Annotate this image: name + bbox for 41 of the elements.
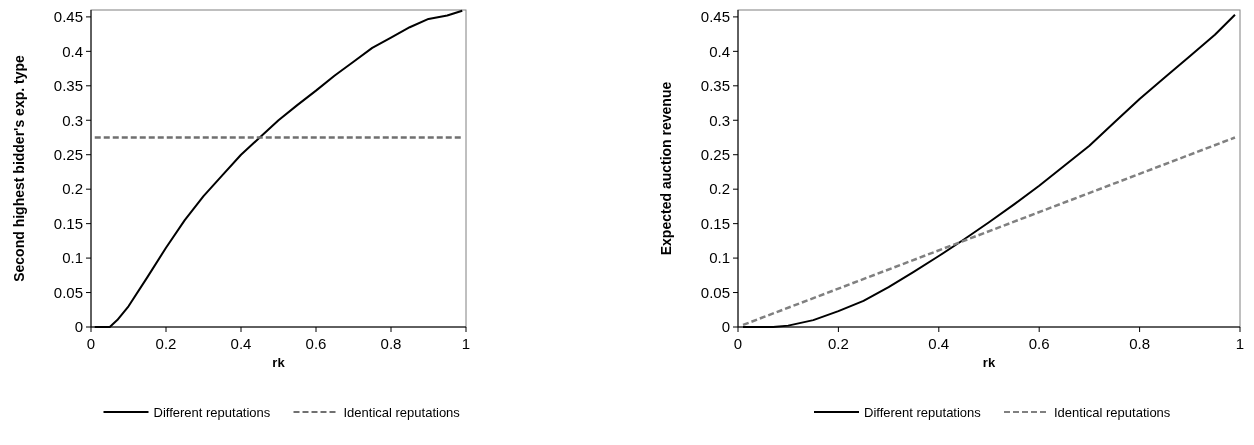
y-tick-label: 0.2 bbox=[709, 180, 730, 198]
x-tick-label: 0.8 bbox=[1129, 335, 1151, 352]
x-tick-label: 1 bbox=[1235, 335, 1245, 352]
y-tick-label: 0.4 bbox=[62, 42, 83, 60]
y-tick-label: 0.25 bbox=[53, 145, 83, 163]
y-tick-label: 0.2 bbox=[62, 180, 83, 198]
legend-label: Different reputations bbox=[864, 404, 982, 420]
y-tick-label: 0.25 bbox=[700, 145, 730, 163]
x-tick-label: 0.8 bbox=[380, 335, 402, 352]
y-tick-label: 0.05 bbox=[700, 283, 730, 301]
legend-label: Different reputations bbox=[153, 404, 271, 420]
y-axis-title: Second highest bidder's exp. type bbox=[11, 54, 27, 282]
y-tick-label: 0 bbox=[721, 318, 730, 336]
x-tick-label: 0 bbox=[86, 335, 96, 352]
y-tick-label: 0.1 bbox=[62, 249, 83, 267]
x-tick-label: 0.4 bbox=[928, 335, 950, 352]
y-tick-label: 0.45 bbox=[53, 8, 83, 26]
x-tick-label: 1 bbox=[461, 335, 471, 352]
x-axis-title: rk bbox=[982, 355, 996, 370]
x-tick-label: 0.6 bbox=[1028, 335, 1050, 352]
x-tick-label: 0 bbox=[733, 335, 743, 352]
y-tick-label: 0.15 bbox=[700, 214, 730, 232]
y-tick-label: 0.3 bbox=[62, 111, 83, 129]
y-axis-title: Expected auction revenue bbox=[658, 81, 674, 256]
y-tick-label: 0.4 bbox=[709, 42, 730, 60]
y-tick-label: 0.35 bbox=[700, 77, 730, 95]
y-tick-label: 0.15 bbox=[53, 214, 83, 232]
y-tick-label: 0.35 bbox=[53, 77, 83, 95]
legend-label: Identical reputations bbox=[1054, 404, 1171, 420]
x-tick-label: 0.4 bbox=[230, 335, 252, 352]
y-tick-label: 0 bbox=[74, 318, 83, 336]
x-tick-label: 0.2 bbox=[155, 335, 177, 352]
y-tick-label: 0.1 bbox=[709, 249, 730, 267]
y-tick-label: 0.05 bbox=[53, 283, 83, 301]
x-tick-label: 0.6 bbox=[305, 335, 327, 352]
y-tick-label: 0.45 bbox=[700, 8, 730, 26]
legend-label: Identical reputations bbox=[343, 404, 461, 420]
line-series bbox=[742, 13, 1236, 328]
x-axis-title: rk bbox=[272, 355, 286, 370]
x-tick-label: 0.2 bbox=[827, 335, 849, 352]
y-tick-label: 0.3 bbox=[709, 111, 730, 129]
